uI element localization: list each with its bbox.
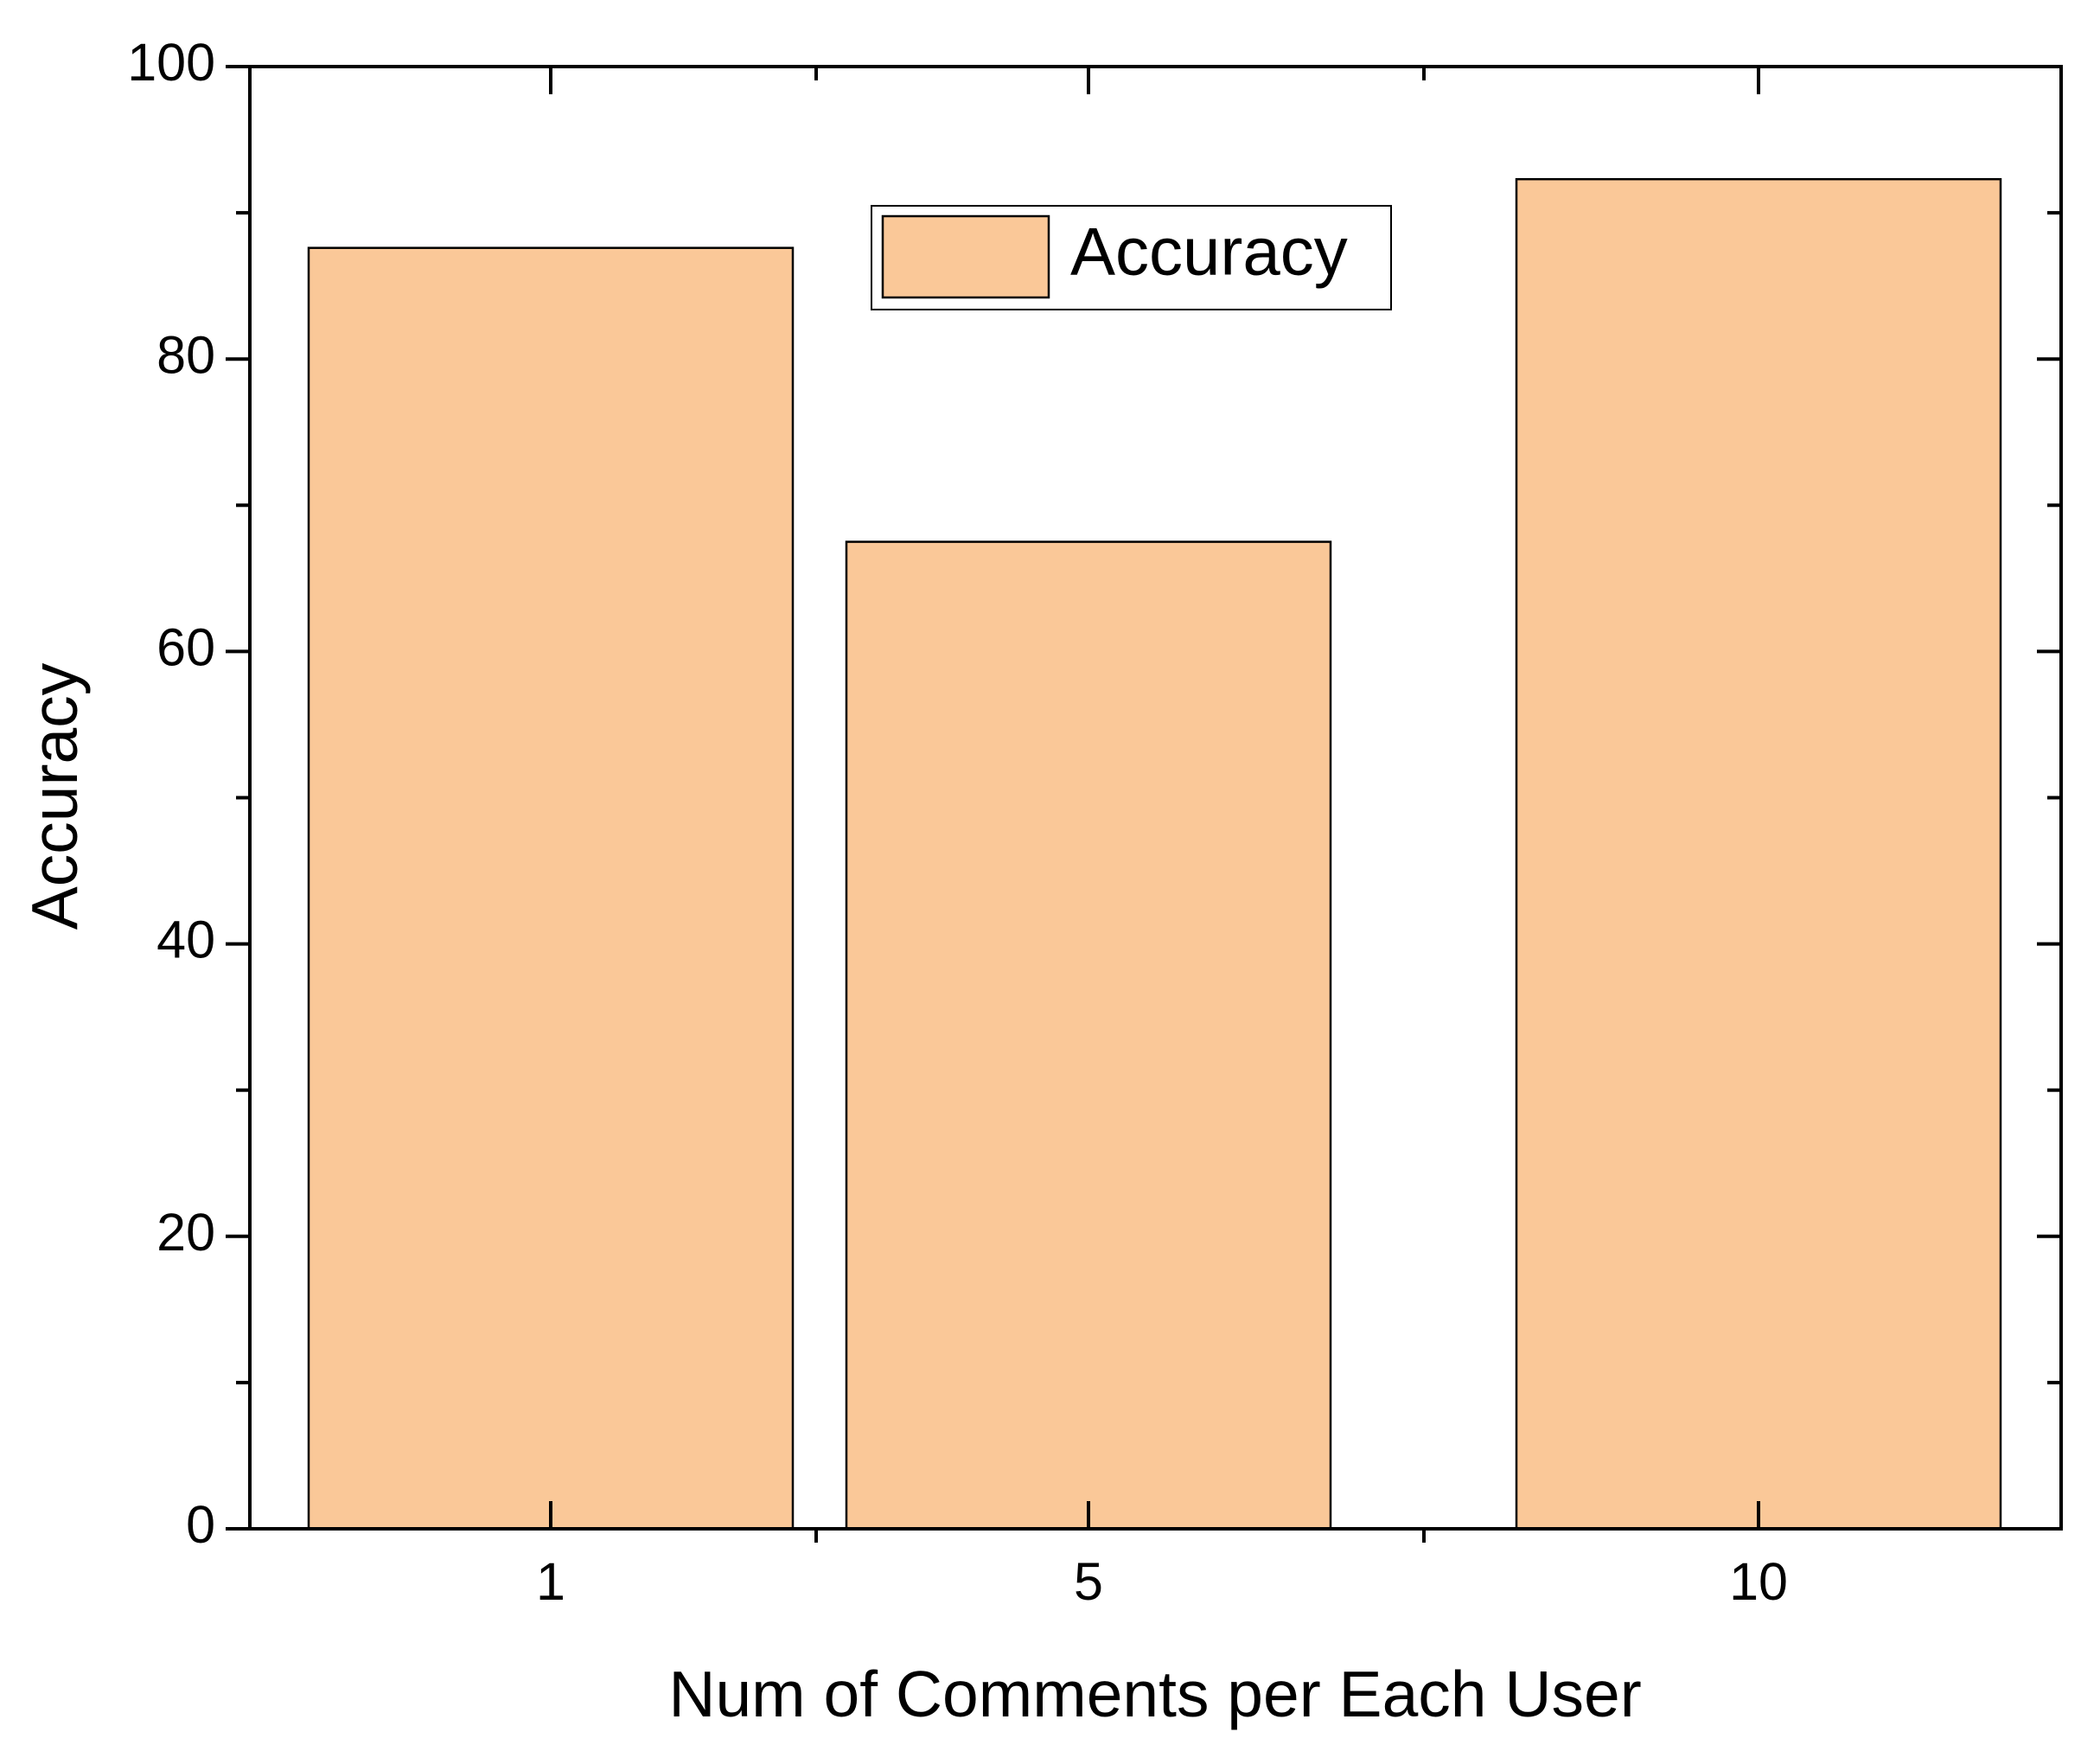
- x-tick-label: 10: [1729, 1552, 1788, 1611]
- plot-frame: [248, 65, 2063, 1531]
- x-tick-label: 5: [1074, 1552, 1103, 1611]
- y-tick-label: 60: [156, 618, 215, 677]
- bar: [1515, 177, 2002, 1531]
- x-axis-title: Num of Comments per Each User: [668, 1658, 1641, 1730]
- y-tick-label: 40: [156, 911, 215, 969]
- bar: [845, 540, 1332, 1531]
- y-axis-title: Accuracy: [18, 662, 91, 930]
- y-tick-label: 100: [127, 33, 215, 92]
- x-tick-label: 1: [536, 1552, 565, 1611]
- bar: [307, 246, 795, 1531]
- y-tick-label: 0: [186, 1495, 215, 1554]
- y-tick-label: 20: [156, 1203, 215, 1262]
- legend-label: Accuracy: [1070, 214, 1348, 290]
- legend-swatch: [881, 214, 1050, 299]
- y-tick-label: 80: [156, 325, 215, 384]
